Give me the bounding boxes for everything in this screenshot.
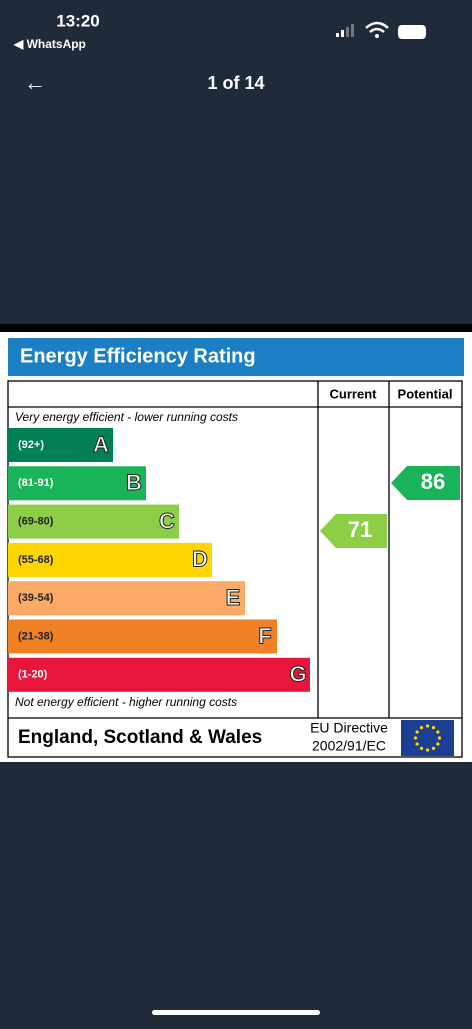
band-bar [8, 504, 179, 539]
band-letter: G [289, 662, 306, 687]
potential-value: 86 [421, 469, 445, 494]
eu-star [431, 726, 436, 730]
current-value: 71 [348, 517, 372, 542]
top-note: Very energy efficient - lower running co… [15, 410, 238, 424]
image-counter: 1 of 14 [207, 73, 264, 93]
bottom-note: Not energy efficient - higher running co… [15, 695, 237, 709]
eu-star [419, 726, 424, 730]
battery-icon [398, 25, 426, 39]
bands: (92+) A (81-91) B (69-80) C (55-68) D (39-54) E (2… [8, 428, 310, 692]
band-range: (81-91) [18, 477, 54, 489]
wifi-icon [365, 21, 389, 33]
eu-star [437, 736, 442, 740]
wifi-dot [375, 34, 379, 38]
band-letter: E [226, 585, 241, 610]
eu-star [425, 748, 430, 752]
band-letter: F [258, 623, 271, 648]
band-letter: D [192, 547, 208, 572]
image-edge [0, 324, 472, 332]
eu-star [415, 730, 419, 734]
band-letter: C [159, 508, 175, 533]
back-app[interactable]: ◀ WhatsApp [13, 37, 86, 51]
eu-star [436, 730, 440, 734]
band-bar [8, 657, 310, 692]
column-header: Potential [398, 386, 453, 401]
band-range: (69-80) [18, 516, 54, 528]
band-letter: A [93, 432, 109, 457]
band-range: (55-68) [18, 554, 54, 566]
title-bar [8, 338, 464, 376]
band-bar [8, 619, 277, 654]
back-button[interactable]: ← [24, 70, 46, 95]
time: 13:20 [56, 11, 99, 30]
band-letter: B [126, 470, 142, 495]
band-range: (39-54) [18, 592, 54, 604]
band-bar [8, 542, 212, 577]
eu-star [419, 746, 424, 750]
signal-icon [336, 24, 354, 37]
potential-arrow [391, 466, 460, 500]
directive: EU Directive [310, 720, 388, 736]
eu-star [431, 746, 436, 750]
band-range: (1-20) [18, 669, 48, 681]
eu-star [436, 742, 440, 746]
eu-star [425, 724, 430, 728]
eu-star [413, 736, 418, 740]
band-bar [8, 428, 113, 462]
band-bar [8, 581, 245, 616]
eu-star [415, 742, 419, 746]
directive: 2002/91/EC [312, 738, 386, 754]
epc-title: Energy Efficiency Rating [20, 345, 256, 367]
current-arrow [320, 514, 387, 548]
band-range: (92+) [18, 439, 44, 451]
home-indicator [152, 1010, 320, 1015]
eu-stars [413, 724, 442, 752]
column-header: Current [330, 386, 378, 401]
band-range: (21-38) [18, 630, 54, 642]
footer-region: England, Scotland & Wales [18, 727, 262, 748]
band-bar [8, 466, 146, 501]
